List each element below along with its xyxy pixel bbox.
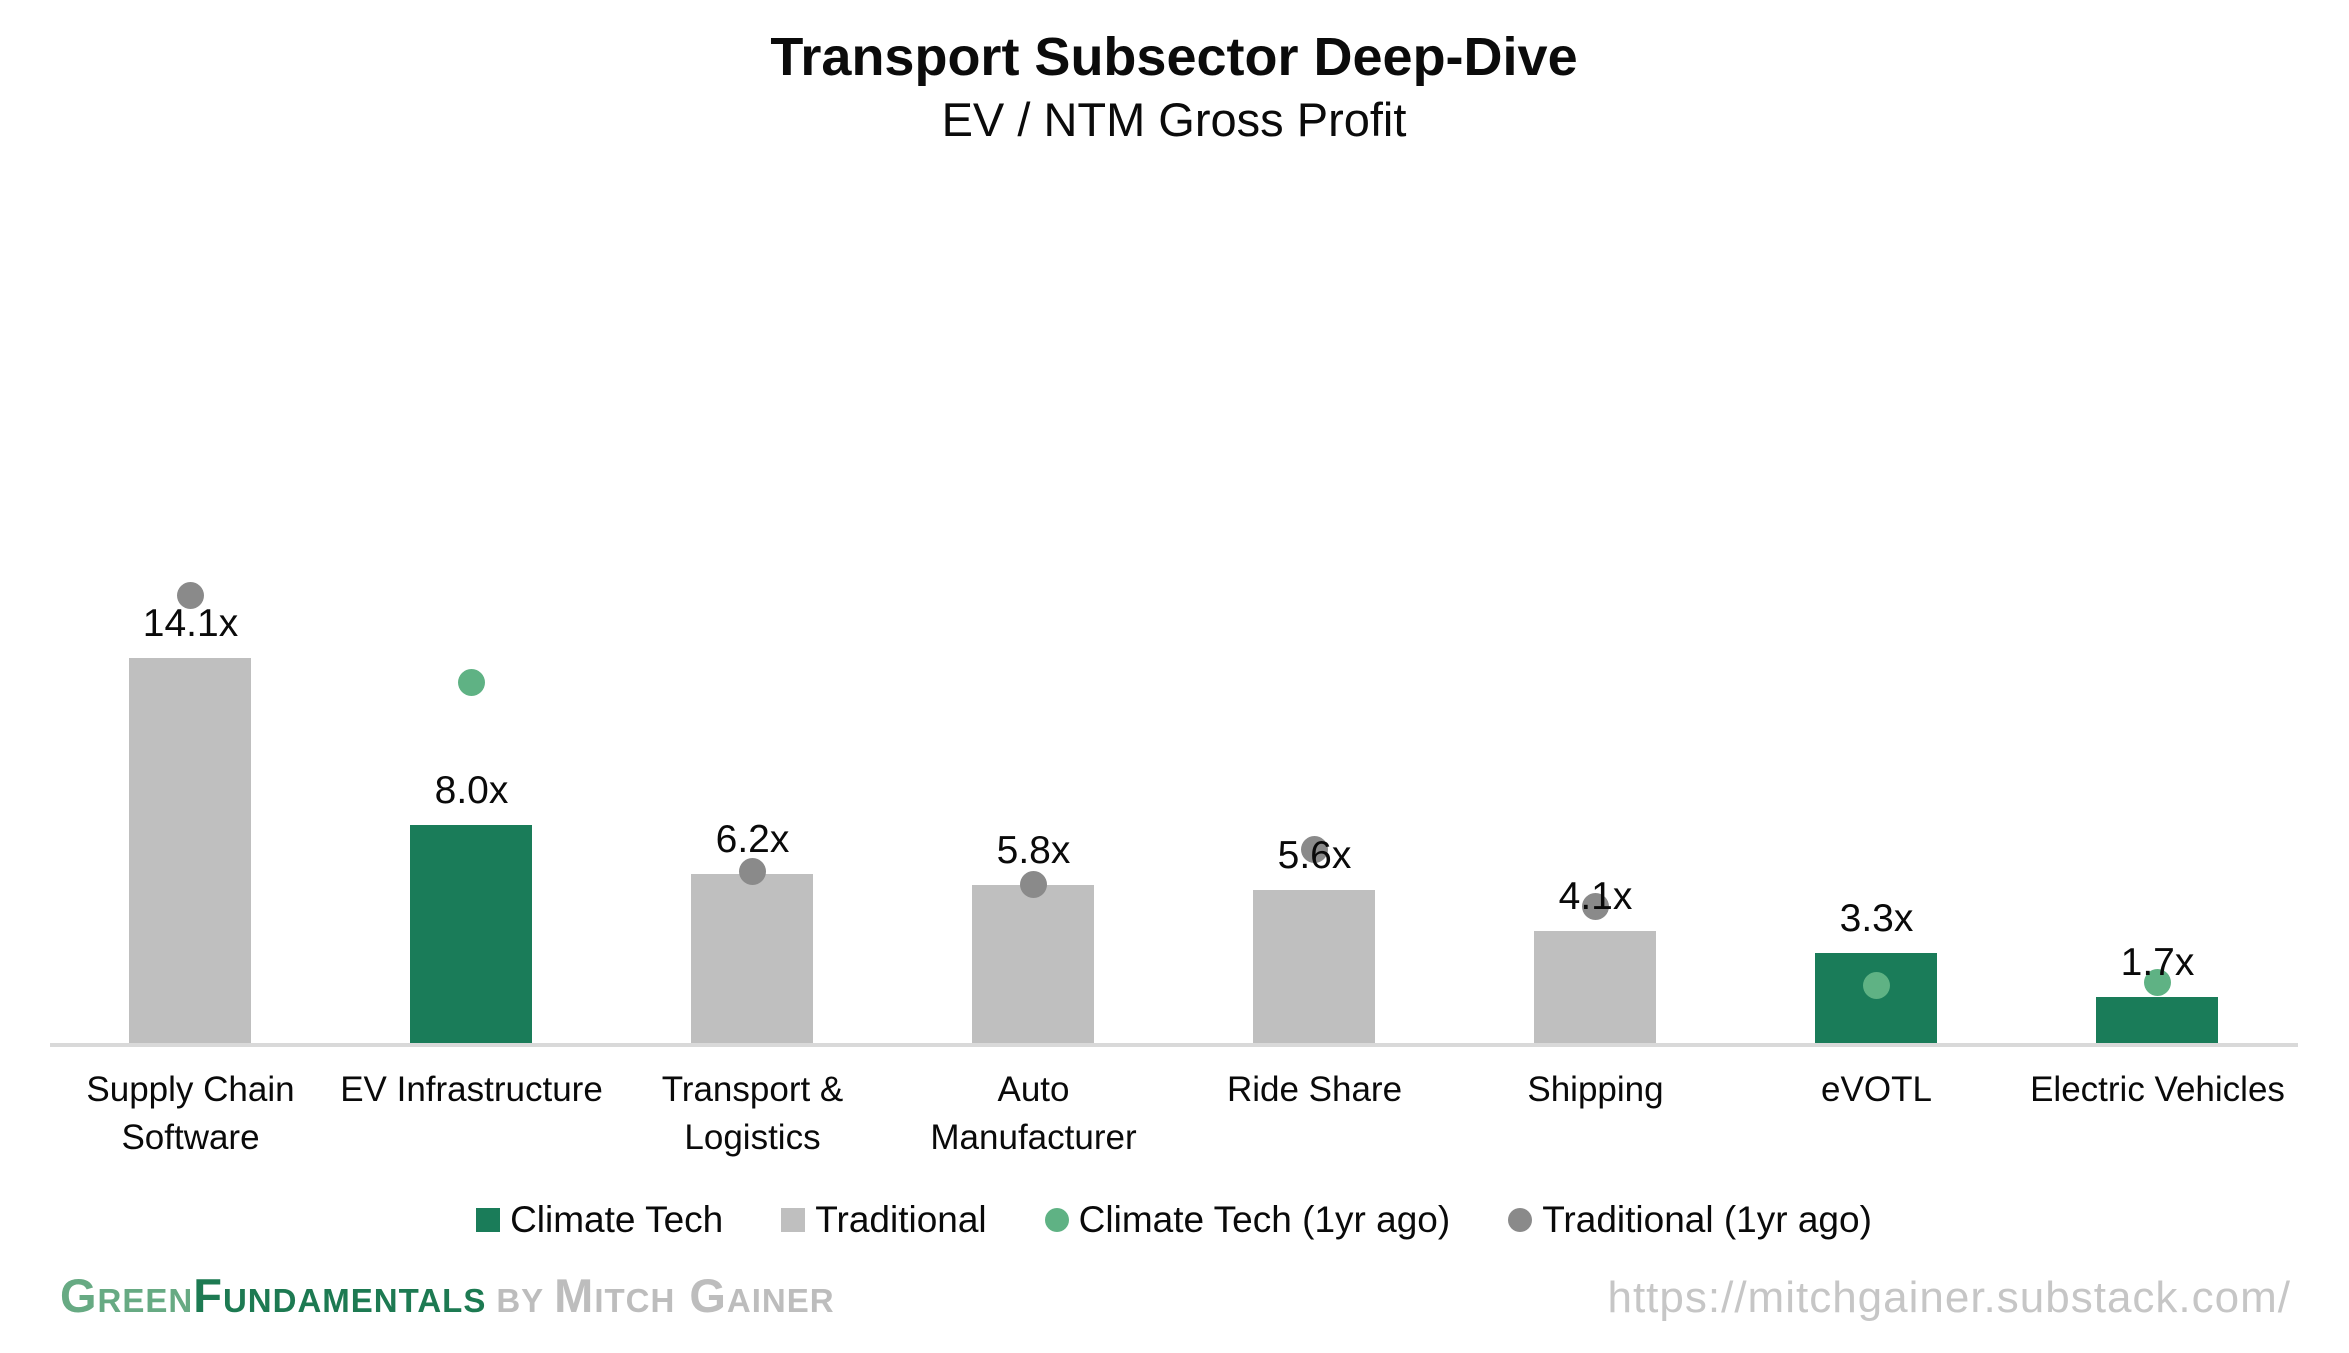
dot-1yr-ago-supply-chain-software	[177, 581, 204, 609]
value-label-ride-share: 5.6x	[1277, 834, 1352, 878]
brand-text: GreenFundamentals by Mitch Gainer	[60, 1268, 835, 1323]
brand-connector: by	[496, 1269, 545, 1322]
category-label-electric-vehicles: Electric Vehicles	[2030, 1070, 2285, 1109]
value-label-evotl: 3.3x	[1839, 896, 1914, 940]
category-label-evotl: eVOTL	[1821, 1070, 1932, 1109]
legend-label: Traditional (1yr ago)	[1542, 1199, 1872, 1240]
category-label-ev-infrastructure: EV Infrastructure	[340, 1070, 603, 1109]
bar-ride-share	[1253, 890, 1375, 1043]
column-evotl: 3.3x	[1736, 400, 2017, 1043]
bar-transport-logistics	[691, 873, 813, 1043]
brand-word-green: Green	[60, 1269, 194, 1322]
footer: GreenFundamentals by Mitch Gainer https://…	[60, 1268, 2291, 1323]
brand-word-fundamentals: Fundamentals	[193, 1269, 487, 1322]
legend-square-icon	[476, 1208, 501, 1232]
value-label-auto-manufacturer: 5.8x	[996, 828, 1071, 872]
column-electric-vehicles: 1.7x	[2017, 400, 2298, 1043]
legend-circle-icon	[1508, 1208, 1533, 1232]
bar-supply-chain-software	[129, 658, 251, 1043]
value-label-supply-chain-software: 14.1x	[142, 602, 239, 646]
brand-author: Mitch Gainer	[554, 1269, 835, 1322]
category-label-auto-manufacturer: Auto Manufacturer	[930, 1070, 1137, 1157]
category-label-ride-share: Ride Share	[1226, 1070, 1403, 1109]
legend-label: Climate Tech (1yr ago)	[1078, 1199, 1451, 1240]
legend-item-climate-tech-1yr-ago: Climate Tech (1yr ago)	[1044, 1198, 1451, 1242]
plot-area: 14.1x 8.0x 6.2x 5.8x 5.6x 4.1x 3.3x 1.7x	[50, 400, 2298, 1047]
legend-item-traditional-1yr-ago: Traditional (1yr ago)	[1508, 1198, 1872, 1242]
bar-ev-infrastructure	[410, 824, 532, 1043]
value-label-electric-vehicles: 1.7x	[2120, 940, 2195, 984]
bar-shipping	[1534, 931, 1656, 1043]
legend-square-icon	[781, 1208, 806, 1232]
bar-auto-manufacturer	[972, 884, 1094, 1043]
dot-1yr-ago-electric-vehicles	[2144, 969, 2171, 997]
dot-1yr-ago-evotl	[1863, 972, 1890, 1000]
category-label-transport-logistics: Transport & Logistics	[661, 1070, 844, 1157]
column-ev-infrastructure: 8.0x	[331, 400, 612, 1043]
dot-1yr-ago-shipping	[1582, 893, 1609, 920]
legend-item-climate-tech: Climate Tech	[476, 1198, 723, 1242]
legend-item-traditional: Traditional	[781, 1198, 987, 1242]
chart-subtitle: EV / NTM Gross Profit	[941, 93, 1407, 146]
value-label-shipping: 4.1x	[1558, 875, 1633, 919]
column-transport-logistics: 6.2x	[612, 400, 893, 1043]
legend-circle-icon	[1044, 1208, 1069, 1232]
category-label-shipping: Shipping	[1527, 1070, 1664, 1109]
column-ride-share: 5.6x	[1174, 400, 1455, 1043]
value-label-transport-logistics: 6.2x	[715, 817, 790, 861]
chart-title: Transport Subsector Deep-Dive	[770, 27, 1578, 87]
legend-label: Traditional	[815, 1199, 987, 1240]
dot-1yr-ago-ride-share	[1301, 835, 1328, 863]
column-supply-chain-software: 14.1x	[50, 400, 331, 1043]
legend: Climate Tech Traditional Climate Tech (1yr…	[50, 1198, 2298, 1242]
legend-label: Climate Tech	[510, 1199, 724, 1240]
category-axis: Supply Chain Software EV Infrastructure Tr…	[50, 1066, 2298, 1162]
dot-1yr-ago-ev-infrastructure	[458, 669, 485, 697]
bar-electric-vehicles	[2096, 996, 2218, 1043]
column-shipping: 4.1x	[1455, 400, 1736, 1043]
value-label-ev-infrastructure: 8.0x	[434, 768, 509, 812]
category-label-supply-chain-software: Supply Chain Software	[86, 1070, 295, 1157]
dot-1yr-ago-auto-manufacturer	[1020, 871, 1047, 899]
footer-url: https://mitchgainer.substack.com/	[1607, 1273, 2291, 1322]
dot-1yr-ago-transport-logistics	[739, 857, 766, 885]
column-auto-manufacturer: 5.8x	[893, 400, 1174, 1043]
title-block: Transport Subsector Deep-Dive EV / NTM G…	[50, 24, 2298, 150]
